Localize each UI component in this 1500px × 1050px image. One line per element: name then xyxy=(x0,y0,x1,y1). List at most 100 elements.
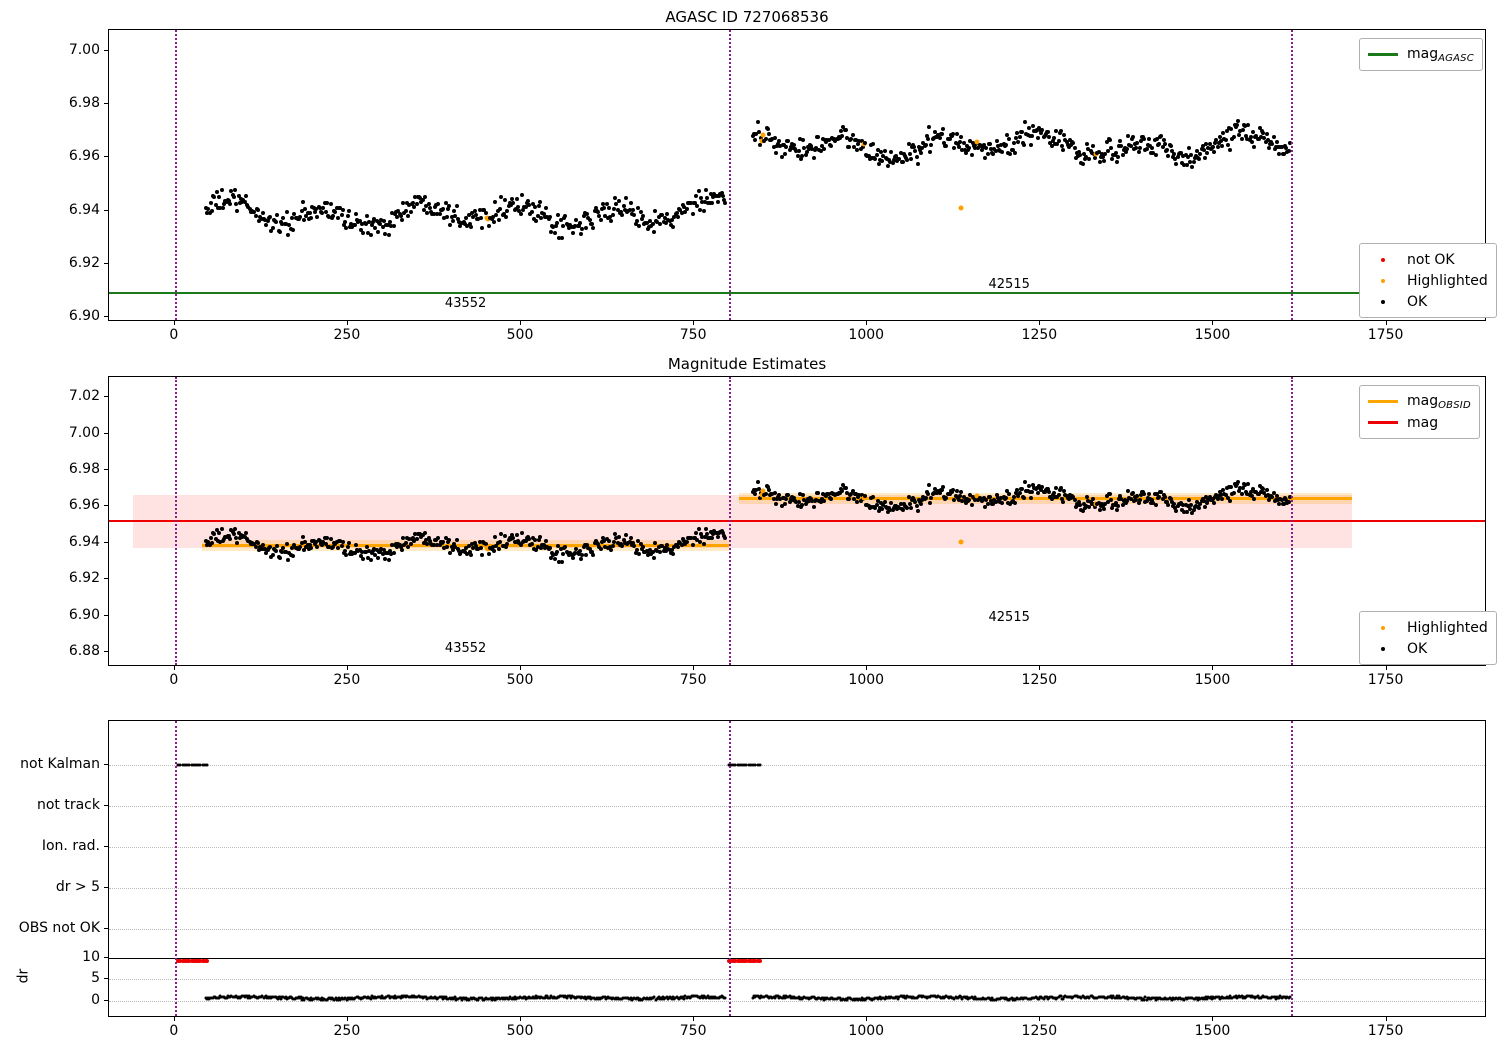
data-point-ok xyxy=(931,491,936,496)
data-point-ok xyxy=(1051,136,1056,141)
data-point-ok xyxy=(344,553,349,558)
data-point-ok xyxy=(978,143,983,148)
data-point-ok xyxy=(998,148,1003,153)
data-point-ok xyxy=(682,538,687,543)
data-point-ok xyxy=(826,137,831,142)
data-point-ok xyxy=(1096,149,1101,154)
data-point-ok xyxy=(969,152,974,157)
data-point-ok xyxy=(565,223,570,228)
data-point-ok xyxy=(510,196,515,201)
data-point-ok xyxy=(803,152,808,157)
data-point-ok xyxy=(707,535,712,540)
data-point-ok xyxy=(855,148,860,153)
data-point-ok xyxy=(684,206,689,211)
legend-entry-label: mag xyxy=(1407,414,1439,431)
data-point-ok xyxy=(987,141,992,146)
data-point-ok xyxy=(939,488,944,493)
dr-data-point xyxy=(378,995,382,999)
data-point-ok xyxy=(819,143,824,148)
data-point-ok xyxy=(632,543,637,548)
data-point-ok xyxy=(874,502,879,507)
data-point-ok xyxy=(708,529,713,534)
data-point-ok xyxy=(858,498,863,503)
data-point-ok xyxy=(492,220,497,225)
data-point-ok xyxy=(458,551,463,556)
data-point-ok xyxy=(656,214,661,219)
data-point-ok xyxy=(611,539,616,544)
obsid-boundary-marker xyxy=(174,30,177,320)
data-point-ok xyxy=(447,537,452,542)
data-point-ok xyxy=(338,205,343,210)
data-point-ok xyxy=(1118,139,1123,144)
data-point-ok xyxy=(777,138,782,143)
data-point-ok xyxy=(496,547,501,552)
data-point-ok xyxy=(421,208,426,213)
data-point-ok xyxy=(456,220,461,225)
x-tick-label-250: 250 xyxy=(333,1023,361,1039)
data-point-ok xyxy=(420,197,425,202)
data-point-ok xyxy=(1050,139,1055,144)
data-point-ok xyxy=(1065,142,1070,147)
data-point-ok xyxy=(1240,128,1245,133)
data-point-ok xyxy=(610,212,615,217)
data-point-ok xyxy=(773,501,778,506)
data-point-ok xyxy=(799,156,804,161)
dr-marker-not-ok xyxy=(744,959,749,963)
flag-marker-not-kalman xyxy=(205,763,209,767)
data-point-ok xyxy=(1103,152,1108,157)
data-point-ok xyxy=(1237,133,1242,138)
data-point-ok xyxy=(395,215,400,220)
data-point-ok xyxy=(206,540,211,545)
data-point-ok xyxy=(608,545,613,550)
data-point-ok xyxy=(1098,155,1103,160)
data-point-ok xyxy=(919,151,924,156)
data-point-ok xyxy=(348,552,352,557)
legend-mag-agasc[interactable]: magAGASC xyxy=(1359,38,1483,71)
data-point-ok xyxy=(449,545,454,550)
data-point-ok xyxy=(890,508,895,513)
dr-data-point xyxy=(706,994,710,998)
data-point-ok xyxy=(327,545,332,550)
data-point-ok xyxy=(450,219,455,224)
data-point-ok xyxy=(259,216,264,221)
data-point-ok xyxy=(1233,125,1238,130)
data-point-ok xyxy=(242,199,247,204)
data-point-ok xyxy=(1267,497,1272,502)
data-point-ok xyxy=(995,496,1000,501)
data-point-ok xyxy=(604,202,609,207)
legend-point-classes-panel1[interactable]: not OK Highlighted OK xyxy=(1359,243,1497,318)
data-point-ok xyxy=(1099,152,1104,157)
flag-row-label-not-kalman: not Kalman xyxy=(20,756,100,772)
data-point-ok xyxy=(863,140,868,145)
data-point-ok xyxy=(871,495,876,500)
data-point-ok xyxy=(369,222,374,227)
data-point-ok xyxy=(1220,144,1225,149)
legend-point-classes-panel2[interactable]: Highlighted OK xyxy=(1359,611,1497,665)
data-point-ok xyxy=(360,550,365,555)
y-tick-label-6.98: 6.98 xyxy=(68,461,100,478)
data-point-ok xyxy=(1017,135,1022,140)
data-point-ok xyxy=(504,215,509,219)
dr-data-point xyxy=(565,996,569,1000)
data-point-ok xyxy=(1133,141,1138,146)
data-point-ok xyxy=(707,201,712,206)
dr-marker-not-ok xyxy=(185,959,190,963)
data-point-ok xyxy=(783,151,788,156)
x-tick-label-1250: 1250 xyxy=(1021,1023,1058,1039)
data-point-ok xyxy=(542,215,547,220)
data-point-ok xyxy=(1135,494,1140,499)
dr-data-point xyxy=(302,998,306,1002)
data-point-ok xyxy=(236,531,241,536)
data-point-ok xyxy=(888,160,893,165)
flag-gridline xyxy=(109,847,1485,848)
dr-data-point xyxy=(467,998,471,1002)
legend-mag-lines-panel2[interactable]: magOBSID mag xyxy=(1359,385,1480,439)
data-point-ok xyxy=(218,206,223,211)
data-point-ok xyxy=(431,211,436,216)
data-point-ok xyxy=(247,539,252,544)
data-point-ok xyxy=(538,535,543,540)
data-point-ok xyxy=(252,541,257,546)
data-point-ok xyxy=(408,209,413,214)
data-point-ok xyxy=(615,540,620,545)
data-point-ok xyxy=(620,213,625,218)
